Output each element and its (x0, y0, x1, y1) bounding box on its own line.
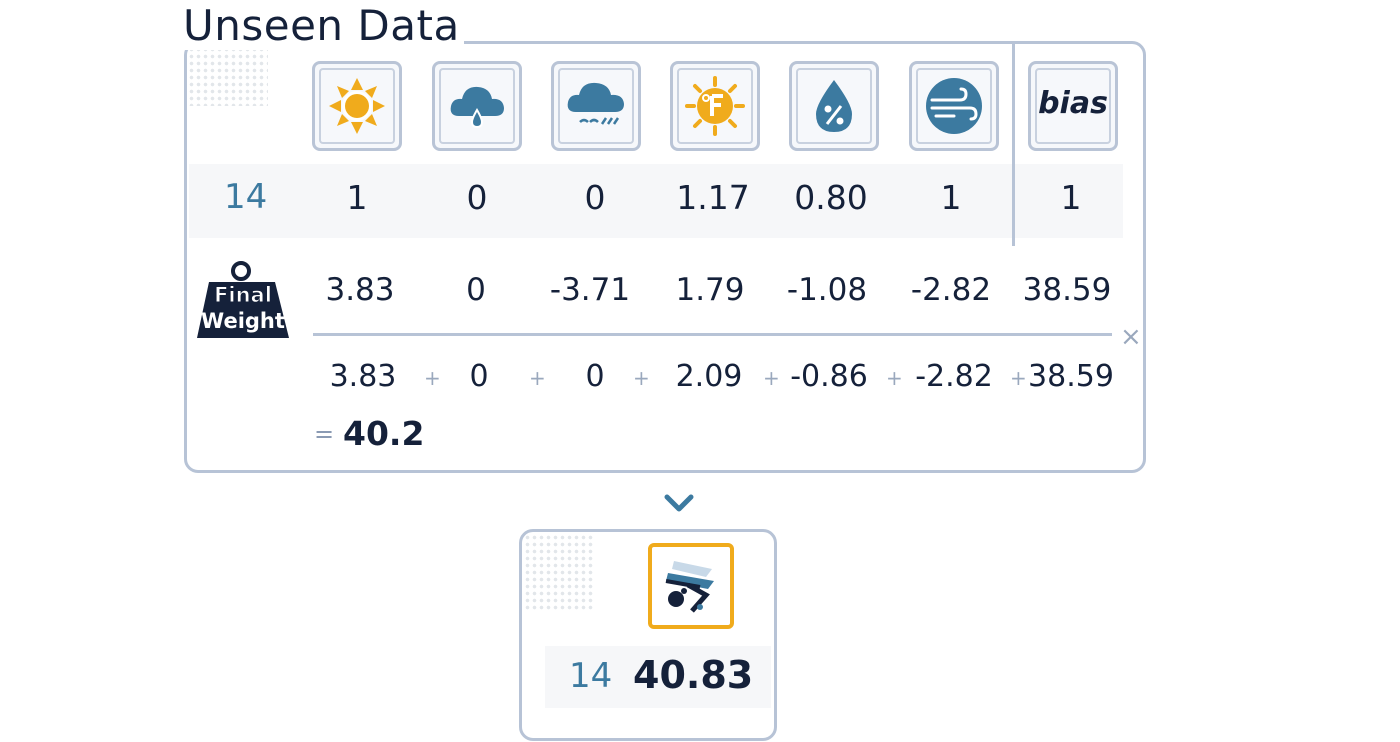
plus-sign: + (763, 366, 780, 390)
multiply-sign: × (1120, 322, 1142, 352)
input-value-snow: 0 (584, 178, 606, 217)
weight-temperature: 1.79 (675, 272, 745, 308)
input-value-temperature: 1.17 (676, 178, 750, 217)
product-snow: 0 (585, 359, 605, 394)
weighted-sum: 40.2 (343, 414, 425, 453)
final-weight-line2: Weight (201, 309, 285, 333)
multiply-divider (313, 333, 1112, 336)
product-temperature: 2.09 (675, 359, 743, 394)
weight-rain: 0 (466, 272, 486, 308)
input-row-id: 14 (224, 177, 268, 217)
bias-separator (1012, 44, 1015, 246)
feature-tile-wind (909, 61, 999, 151)
product-bias: 38.59 (1028, 359, 1114, 394)
prediction-row-band (545, 646, 771, 708)
product-wind: -2.82 (915, 359, 993, 394)
sun-icon (329, 78, 385, 134)
prediction-row-id: 14 (569, 656, 613, 696)
feature-tile-temperature (670, 61, 760, 151)
rain-cloud-icon (450, 86, 504, 128)
plus-sign: + (1010, 366, 1027, 390)
input-value-sunny: 1 (346, 178, 368, 217)
bias-label: bias (1038, 86, 1108, 121)
temperature-fahrenheit-icon (685, 76, 745, 136)
plus-sign: + (529, 366, 546, 390)
product-rain: 0 (469, 359, 489, 394)
decorative-dots (188, 46, 268, 106)
bike-rentals-tile (648, 543, 734, 629)
weight-humidity: -1.08 (786, 272, 868, 308)
snow-cloud-icon (567, 82, 624, 125)
weight-snow: -3.71 (549, 272, 631, 308)
input-value-bias: 1 (1060, 178, 1082, 217)
plus-sign: + (886, 366, 903, 390)
input-value-rain: 0 (466, 178, 488, 217)
feature-tile-sunny (312, 61, 402, 151)
feature-tile-humidity (789, 61, 879, 151)
section-title: Unseen Data (181, 2, 464, 50)
plus-sign: + (633, 366, 650, 390)
prediction-value: 40.83 (633, 653, 754, 697)
final-weight-line1: Final (214, 283, 272, 307)
weight-wind: -2.82 (910, 272, 992, 308)
decorative-dots (524, 534, 594, 610)
equals-sign: = (314, 420, 335, 448)
final-weight-badge: Final Weight (197, 261, 289, 338)
chevron-down-icon (664, 494, 694, 512)
bike-icon (665, 561, 714, 613)
input-value-humidity: 0.80 (794, 178, 868, 217)
product-humidity: -0.86 (790, 359, 868, 394)
product-sunny: 3.83 (329, 359, 397, 394)
input-row-band (189, 164, 1123, 238)
feature-tile-snow (551, 61, 641, 151)
feature-tile-bias: bias (1028, 61, 1118, 151)
wind-icon (926, 78, 982, 134)
humidity-percent-icon (816, 80, 852, 132)
input-value-wind: 1 (940, 178, 962, 217)
weight-bias: 38.59 (1022, 272, 1112, 308)
feature-tile-rain (432, 61, 522, 151)
plus-sign: + (424, 366, 441, 390)
weight-sunny: 3.83 (325, 272, 395, 308)
